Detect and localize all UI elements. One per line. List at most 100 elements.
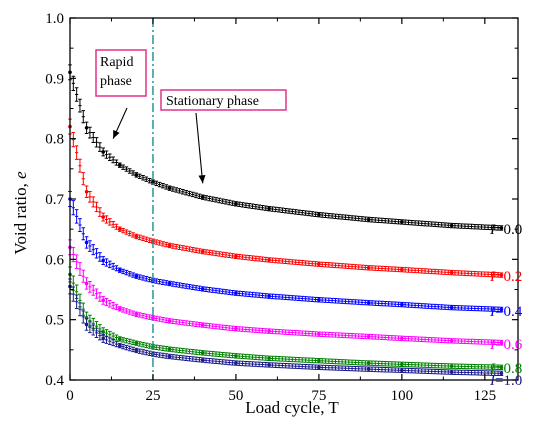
data-point [234,354,238,358]
data-point [234,326,238,331]
annotation-1: Stationary phase [160,89,287,184]
data-point [317,212,321,217]
series-label-2: I=0.4 [489,304,523,320]
data-point [366,217,371,222]
data-point [200,358,205,362]
data-point [101,298,105,303]
data-point [117,307,122,311]
annotation-arrowhead [198,175,206,184]
axis-tick-labels: 0 25 50 75 100 125 0.4 0.5 0.6 0.7 0.8 0.9 1.0 [45,11,496,404]
series-label-value: =0.8 [495,361,522,377]
data-point [234,361,238,365]
series-label-var: I [489,373,496,389]
data-point [449,270,454,275]
data-point [400,362,404,367]
data-point [134,173,139,177]
annotation-text: Rapid [100,55,133,70]
data-point [167,347,172,352]
data-point [134,274,139,279]
data-point [400,336,404,341]
data-point [449,370,454,374]
y-tick-label: 0.4 [45,373,64,389]
series-label-var: I [489,269,496,285]
data-point [366,334,371,339]
data-point [317,365,321,370]
data-point [167,186,172,190]
y-axis-title: Void ratio, e [11,171,30,255]
data-point [234,202,238,206]
data-point [200,195,205,199]
data-point [267,363,271,367]
data-point [200,323,205,327]
data-point [101,329,105,334]
data-point [134,341,139,345]
data-point [317,262,321,266]
x-tick-label: 25 [145,388,160,404]
y-axis-title-var: e [11,171,30,179]
data-point [366,367,371,371]
x-tick-label: 0 [66,388,74,404]
series-label-var: I [489,337,496,353]
data-point [449,223,454,228]
series-label-value: =0.6 [495,337,523,353]
data-point [267,329,271,333]
series-0 [68,64,504,231]
data-point [84,281,89,286]
data-point [200,249,205,254]
data-point [134,348,139,353]
y-axis-title-text: Void ratio, [11,179,30,255]
series-label-var: I [489,304,496,320]
data-point [400,267,404,272]
annotation-text: phase [100,74,132,89]
data-point [84,240,89,245]
series-label-var: I [489,222,496,238]
annotation-text: Stationary phase [166,94,259,109]
series-label-value: =0.2 [495,269,522,285]
series-label-value: =0.4 [495,304,523,320]
series-markers-1 [68,118,504,278]
data-point [499,371,504,376]
data-point [84,322,89,327]
annotation-arrowhead [113,129,120,139]
data-point [449,364,454,368]
y-tick-label: 0.9 [45,71,64,87]
data-point [200,287,205,291]
data-point [267,294,271,298]
data-point [366,265,371,270]
series-label-value: =1.0 [495,373,522,389]
data-point [499,273,504,277]
data-point [267,258,271,262]
x-tick-label: 50 [228,388,243,404]
y-tick-label: 0.5 [45,313,64,329]
data-point [117,337,122,341]
series-label-1: I=0.2 [489,269,522,285]
data-point [84,126,89,130]
data-point [234,254,238,259]
data-point [499,365,504,370]
series-label-var: I [489,361,496,377]
data-point [317,358,321,363]
data-point [366,361,371,365]
x-tick-label: 75 [311,388,326,404]
data-point [101,215,105,219]
annotation-box [95,49,147,97]
series-label-3: I=0.6 [489,337,523,353]
axis-ticks [69,17,518,381]
data-point [117,227,122,231]
series-label-4: I=0.8 [489,361,522,377]
series-label-value: =0.0 [495,222,522,238]
data-point [499,307,504,312]
data-point [151,180,155,184]
data-point [200,351,205,355]
data-point [134,312,139,317]
x-tick-label: 125 [474,388,497,404]
data-point [267,356,271,361]
x-tick-label: 100 [391,388,414,404]
series-label-0: I=0.0 [489,222,522,238]
data-point [366,300,371,305]
annotation-arrow [195,112,204,184]
data-point [134,234,139,239]
data-point [449,305,454,310]
y-tick-label: 0.8 [45,132,64,148]
